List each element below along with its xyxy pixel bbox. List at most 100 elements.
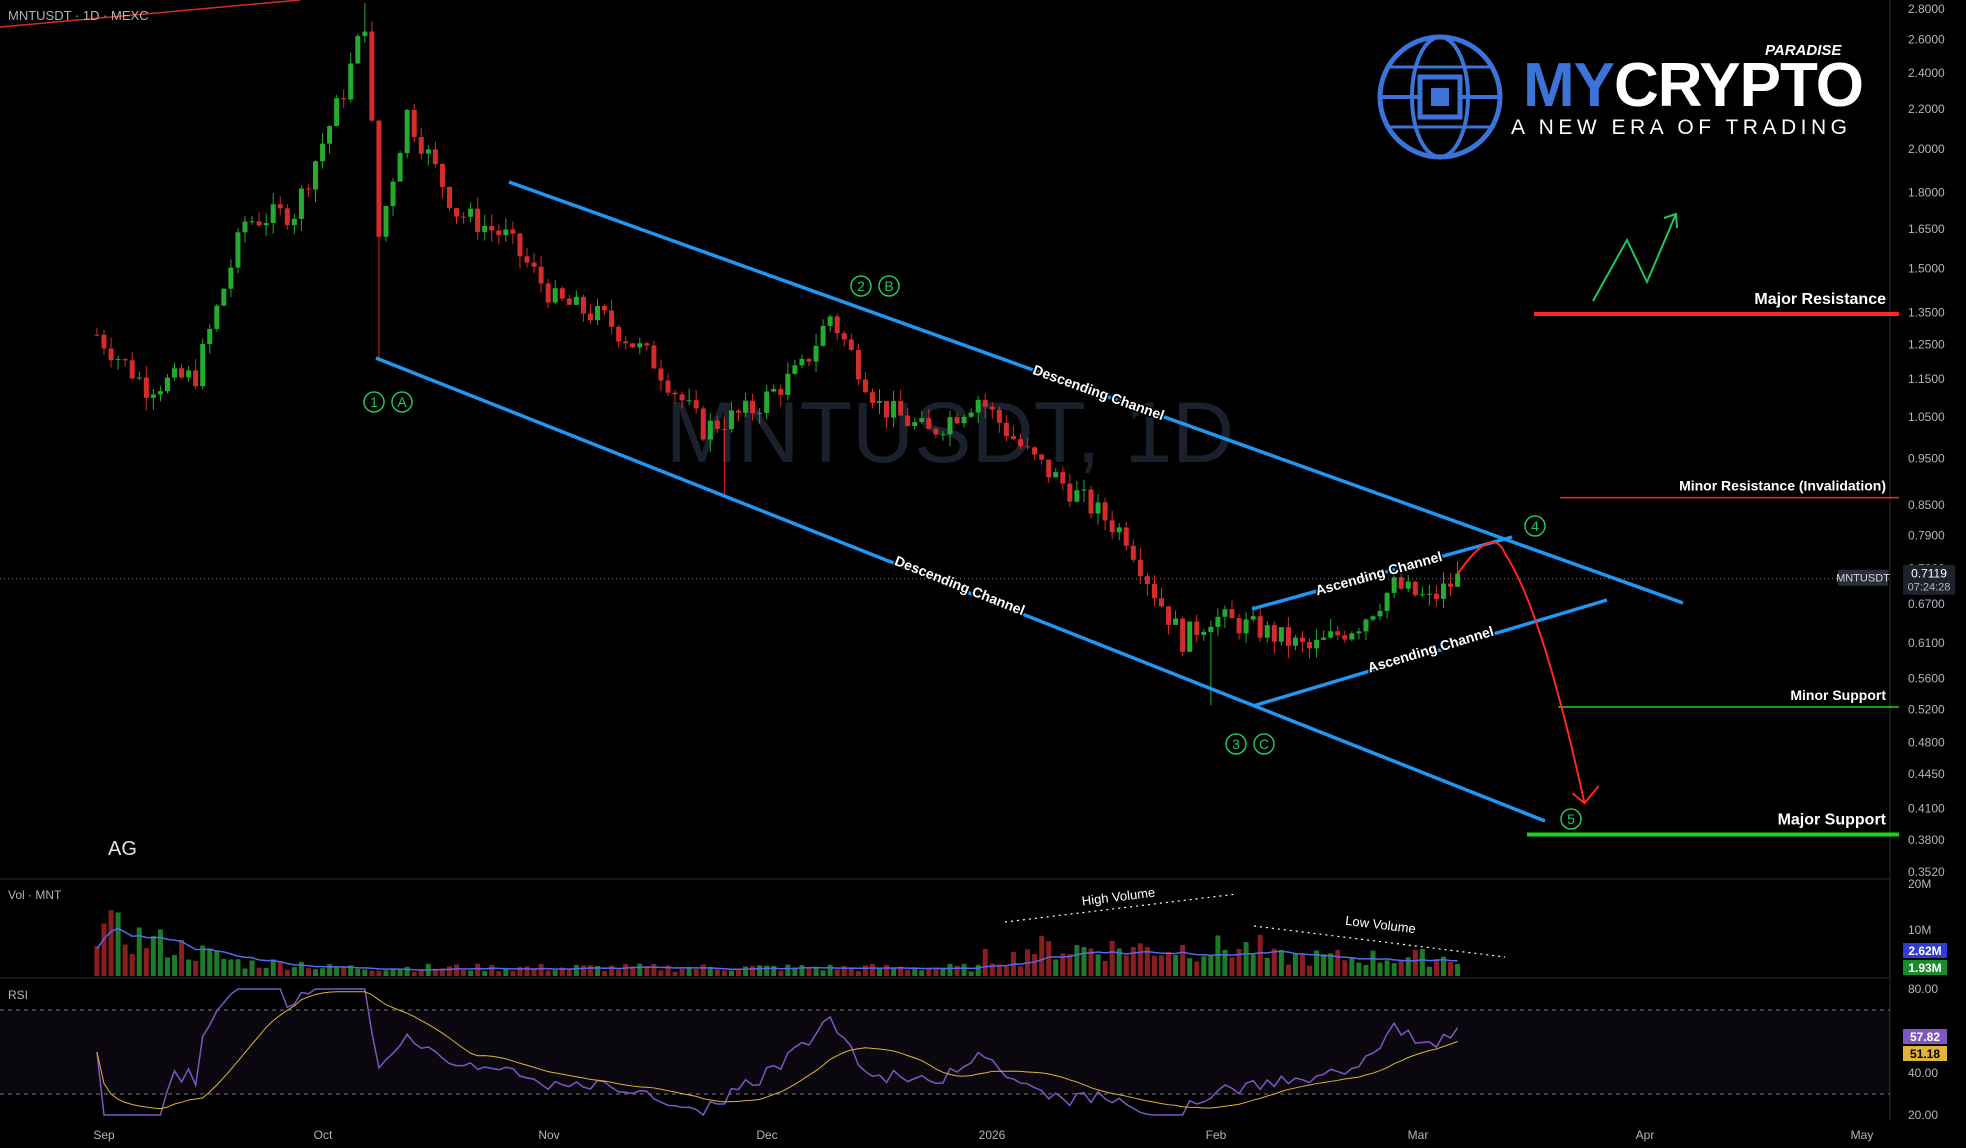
volume-bar	[291, 967, 297, 976]
volume-bar	[362, 969, 368, 976]
volume-bar	[1109, 940, 1115, 976]
candle-body	[313, 161, 318, 190]
candle-body	[1208, 626, 1214, 632]
candle-body	[1271, 625, 1277, 642]
volume-bar	[256, 967, 262, 976]
volume-bar	[1335, 949, 1341, 976]
candle-body	[785, 373, 791, 395]
candle-body	[1314, 639, 1320, 649]
volume-bar	[1370, 950, 1376, 976]
candle-body	[877, 401, 882, 403]
volume-bar	[609, 965, 615, 976]
volume-bar	[1003, 966, 1009, 976]
candle-body	[1123, 527, 1129, 546]
candle-body	[1229, 609, 1235, 619]
candle-body	[771, 388, 777, 392]
candle-body	[376, 120, 382, 237]
candle-body	[418, 137, 424, 154]
rsi-tick-label: 80.00	[1908, 982, 1938, 996]
volume-bar	[1187, 958, 1193, 976]
candle-body	[1053, 472, 1059, 478]
candle-body	[975, 399, 981, 413]
volume-bar	[101, 923, 107, 976]
volume-bar	[919, 970, 925, 976]
volume-bar	[1046, 941, 1052, 976]
candle-body	[1151, 583, 1157, 599]
candle-body	[1412, 581, 1418, 596]
candle-body	[700, 408, 706, 440]
candle-body	[439, 164, 445, 188]
candle-body	[855, 350, 861, 380]
logo-tagline: A NEW ERA OF TRADING	[1511, 116, 1852, 139]
candle-body	[214, 305, 220, 329]
volume-bar	[1321, 954, 1327, 976]
volume-bar	[510, 970, 516, 976]
wave-label: 5	[1567, 811, 1575, 827]
candle-body	[517, 233, 523, 257]
rsi-value-bg	[1903, 1029, 1947, 1044]
candle-body	[1433, 593, 1439, 599]
volume-bar	[249, 960, 255, 976]
volume-bar	[644, 966, 650, 976]
volume-bar	[1201, 956, 1207, 976]
candle-body	[1032, 447, 1038, 455]
candle-body	[1405, 581, 1411, 589]
candle-body	[1377, 610, 1383, 617]
time-tick-label: Mar	[1408, 1128, 1429, 1142]
candle-body	[961, 416, 967, 424]
volume-bar	[1102, 960, 1108, 976]
candle-body	[1102, 502, 1108, 521]
volume-bar	[820, 970, 826, 976]
candle-body	[968, 412, 974, 417]
volume-bar	[129, 953, 135, 976]
price-tick-label: 0.6700	[1908, 597, 1945, 611]
candle-body	[721, 429, 727, 431]
candle-body	[1426, 593, 1432, 595]
price-tick-label: 1.0500	[1908, 410, 1945, 424]
price-tick-label: 0.6100	[1908, 636, 1945, 650]
candle-body	[446, 187, 452, 209]
volume-bar	[235, 959, 241, 976]
time-tick-label: 2026	[979, 1128, 1006, 1142]
volume-bar	[454, 964, 459, 976]
volume-bar	[1441, 956, 1446, 976]
candle-body	[933, 428, 939, 435]
wave-label: 1	[370, 394, 378, 410]
volume-bar	[806, 968, 812, 976]
candle-body	[404, 109, 410, 154]
volume-bar	[1159, 955, 1164, 976]
wave-label-circle	[1253, 733, 1275, 755]
candle-body	[1116, 527, 1122, 533]
candle-body	[672, 392, 678, 395]
candle-body	[341, 98, 347, 100]
volume-bar	[228, 959, 234, 976]
volume-bar	[1384, 960, 1390, 976]
candle-body	[1130, 545, 1136, 560]
arrow-head	[1571, 785, 1600, 805]
volume-bar	[672, 971, 678, 976]
volume-bar	[1180, 944, 1186, 976]
candle-body	[1194, 621, 1200, 635]
volume-ma-line	[96, 927, 1458, 971]
volume-bar	[778, 970, 784, 976]
descending-channel-upper	[508, 180, 1684, 605]
symbol-header[interactable]: MNTUSDT · 1D · MEXC	[8, 8, 149, 23]
volume-bar	[1257, 934, 1263, 976]
logo-paradise: PARADISE	[1765, 42, 1842, 59]
candle-body	[1095, 502, 1101, 514]
volume-bar	[242, 968, 248, 976]
candle-body	[432, 149, 438, 165]
volume-bar	[877, 968, 882, 976]
volume-bar	[1166, 951, 1172, 976]
volume-bar	[404, 966, 410, 976]
price-tick-label: 0.4800	[1908, 736, 1945, 750]
volume-bar	[566, 968, 572, 976]
candle-body	[291, 218, 297, 226]
arrow-head	[1663, 212, 1678, 229]
volume-bar	[1130, 947, 1136, 976]
wave-label-circle	[1524, 515, 1546, 537]
volume-bar	[989, 963, 995, 976]
volume-tick-label: 20M	[1908, 877, 1931, 891]
candle-body	[1018, 439, 1023, 447]
